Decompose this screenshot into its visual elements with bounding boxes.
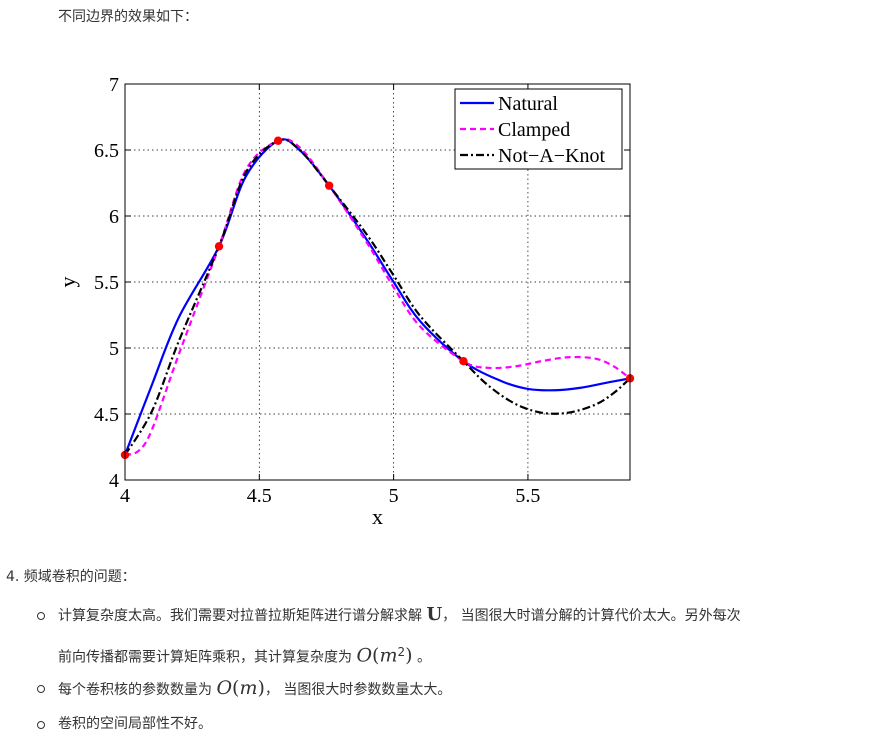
bullet-2-end: ， 当图很大时参数数量太大。 (264, 681, 452, 698)
y-tick-label: 4 (109, 470, 119, 492)
intro-text: 不同边界的效果如下： (58, 9, 198, 25)
x-tick-label: 4.5 (247, 485, 272, 507)
knot-point (459, 357, 468, 366)
issue-list: 计算复杂度太高。我们需要对拉普拉斯矩阵进行谱分解求解 U， 当图很大时谱分解的计… (30, 604, 860, 735)
m-symbol: m (379, 644, 398, 667)
legend-label: Natural (498, 93, 558, 115)
knot-point (214, 242, 224, 251)
x-tick-label: 5.5 (515, 485, 540, 507)
bullet-3-text: 卷积的空间局部性不好。 (58, 715, 212, 732)
y-tick-label: 5 (109, 338, 119, 360)
big-o-symbol: O (216, 676, 233, 699)
bullet-1-line2: 前向传播都需要计算矩阵乘积，其计算复杂度为 (58, 649, 357, 666)
x-tick-label: 4 (120, 485, 130, 507)
y-tick-label: 6 (109, 206, 119, 228)
legend-label: Not−A−Knot (498, 145, 605, 167)
x-tick-label: 5 (389, 485, 399, 507)
section-4-title: 4. 频域卷积的问题： (6, 569, 136, 585)
list-item: 卷积的空间局部性不好。 (30, 713, 860, 735)
bullet-1-text: 计算复杂度太高。我们需要对拉普拉斯矩阵进行谱分解求解 (58, 608, 427, 624)
spline-chart: 4 4.5 5 5.5 4 4.5 5 5.5 6 6.5 7 x y Natural Clamped… (60, 74, 635, 529)
series-line-solid (123, 138, 631, 456)
y-axis-label: y (60, 277, 80, 288)
x-axis-label: x (372, 504, 383, 529)
series-line-dashed (124, 138, 631, 457)
y-tick-label: 5.5 (94, 272, 119, 294)
series-line-dashdot (124, 138, 631, 456)
knot-point (273, 136, 283, 145)
chart-legend: Natural Clamped Not−A−Knot (454, 88, 623, 170)
y-tick-label: 7 (109, 74, 119, 96)
legend-label: Clamped (498, 119, 570, 141)
axis-ticks: 4 4.5 5 5.5 4 4.5 5 5.5 6 6.5 7 (94, 74, 630, 507)
y-tick-label: 6.5 (94, 140, 119, 162)
y-tick-label: 4.5 (94, 404, 119, 426)
big-o-symbol: O (356, 644, 373, 667)
bullet-1-end: 。 (412, 649, 431, 666)
list-item: 每个卷积核的参数数量为 O(m)， 当图很大时参数数量太大。 (30, 677, 860, 701)
m-symbol: m (239, 676, 258, 699)
knot-markers (120, 136, 635, 460)
matrix-u-symbol: U (426, 604, 443, 625)
knot-point (324, 181, 334, 190)
bullet-2-text: 每个卷积核的参数数量为 (58, 681, 217, 698)
bullet-1-text-cont: ， 当图很大时谱分解的计算代价太大。另外每次 (442, 608, 741, 624)
list-item: 计算复杂度太高。我们需要对拉普拉斯矩阵进行谱分解求解 U， 当图很大时谱分解的计… (30, 604, 860, 669)
exponent: 2 (397, 645, 406, 659)
series-lines (123, 138, 631, 457)
